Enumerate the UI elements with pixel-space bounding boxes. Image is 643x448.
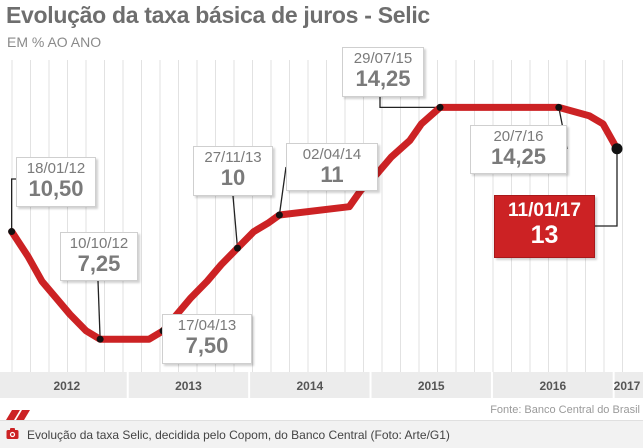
data-point	[96, 335, 104, 343]
latest-rate-callout: 11/01/17 13	[494, 195, 595, 258]
annotation-leader-line	[11, 178, 16, 232]
callout-date: 11/01/17	[508, 200, 581, 221]
image-caption: Evolução da taxa Selic, decidida pelo Co…	[27, 428, 450, 442]
rate-callout: 29/07/15 14,25	[342, 47, 424, 97]
callout-value: 10	[220, 165, 246, 190]
data-point	[233, 244, 241, 252]
data-point	[8, 228, 16, 236]
annotation-leader-line	[97, 280, 101, 340]
x-tick-label: 2014	[296, 379, 323, 393]
annotation-leader-line	[232, 195, 239, 249]
callout-value: 14,25	[490, 144, 547, 169]
rate-callout: 18/01/12 10,50	[16, 157, 96, 207]
annotation-leader-line	[595, 148, 618, 227]
data-point	[436, 103, 444, 111]
callout-date: 29/07/15	[353, 50, 413, 67]
x-tick-label: 2017	[614, 379, 641, 393]
x-tick-label: 2016	[539, 379, 566, 393]
x-tick-label: 2013	[175, 379, 202, 393]
x-tick-label: 2012	[54, 379, 81, 393]
chart-title: Evolução da taxa básica de juros - Selic	[6, 2, 430, 28]
callout-date: 17/04/13	[177, 317, 237, 334]
callout-value: 10,50	[28, 176, 84, 201]
callout-date: 02/04/14	[302, 146, 362, 163]
caption-bar	[0, 420, 643, 448]
rate-callout: 20/7/16 14,25	[470, 125, 567, 174]
data-point	[275, 211, 283, 219]
annotation-leader-line	[278, 166, 287, 216]
callout-value: 7,25	[77, 251, 121, 276]
rate-callout: 17/04/13 7,50	[162, 314, 252, 364]
callout-date: 27/11/13	[204, 149, 262, 166]
highlighted-data-point	[611, 143, 623, 155]
callout-value: 11	[320, 162, 344, 187]
rate-callout: 27/11/13 10	[193, 146, 273, 196]
callout-value: 14,25	[355, 66, 411, 91]
callout-value: 7,50	[185, 333, 229, 358]
rate-callout: 02/04/14 11	[286, 143, 378, 191]
year-axis-band	[0, 372, 643, 398]
callout-date: 10/10/12	[69, 235, 129, 252]
g1-logo-icon	[6, 410, 30, 420]
x-tick-label: 2015	[418, 379, 445, 393]
callout-value: 13	[530, 221, 559, 249]
source-note: Fonte: Banco Central do Brasil	[490, 404, 640, 416]
data-point	[555, 103, 563, 111]
chart-subtitle: EM % AO ANO	[7, 34, 102, 50]
callout-date: 20/7/16	[493, 128, 544, 145]
rate-callout: 10/10/12 7,25	[60, 232, 138, 281]
camera-icon	[6, 428, 19, 439]
annotation-leader-line	[379, 97, 441, 109]
callout-date: 18/01/12	[26, 160, 86, 177]
